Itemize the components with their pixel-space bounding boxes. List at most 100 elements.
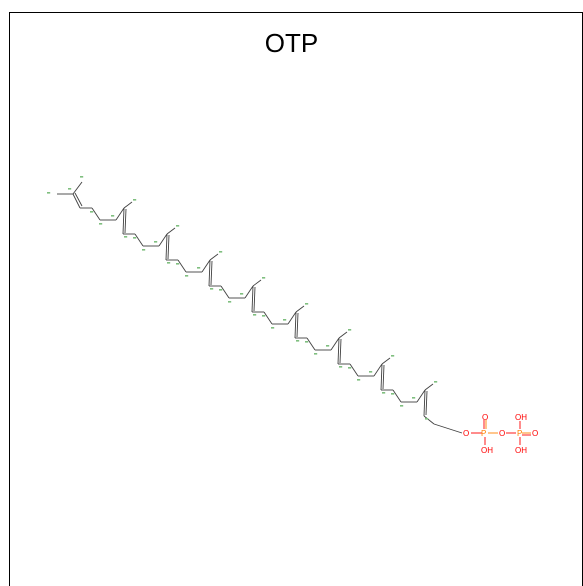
double-bond — [380, 363, 383, 391]
methyl-bond — [166, 227, 176, 235]
chain-bond — [330, 337, 340, 351]
terminal-double-bond-2 — [74, 192, 83, 207]
atom-label-mark — [176, 263, 180, 265]
terminal-methyl-bond-2 — [72, 181, 83, 195]
double-bond-2 — [253, 286, 256, 312]
double-bond — [294, 311, 297, 339]
atom-label-mark — [391, 393, 395, 395]
atom-label-mark — [283, 319, 287, 321]
atom-label-mark — [124, 236, 128, 238]
oxygen-bridge-right: O — [499, 429, 505, 438]
atom-label-mark — [133, 199, 137, 201]
phosphorus-1-oxo: O — [482, 413, 488, 422]
double-bond-2 — [167, 234, 170, 260]
atom-label-mark — [210, 288, 214, 290]
methyl-bond — [252, 279, 262, 287]
atom-label-mark — [240, 293, 244, 295]
phosphorus-1-hydroxyl: OH — [481, 446, 493, 455]
atom-label-mark — [348, 367, 352, 369]
atom-label-mark — [185, 275, 189, 277]
double-bond-2 — [425, 390, 428, 416]
atom-label-mark — [133, 237, 137, 239]
figure-frame — [9, 12, 583, 586]
double-bond-2 — [296, 312, 299, 338]
chain-bond — [244, 285, 254, 299]
atom-label-mark — [369, 371, 373, 373]
phosphate-group: O P O OH O P OH O OH — [463, 413, 538, 455]
bond-layer — [57, 181, 463, 434]
atom-label-mark — [253, 314, 257, 316]
double-bond-2 — [382, 364, 385, 390]
atom-label-mark — [296, 340, 300, 342]
atom-label-mark — [382, 392, 386, 394]
chain-bond — [91, 207, 101, 221]
chain-to-oxygen-bond — [423, 415, 435, 425]
chain-to-oxygen-bond-2 — [433, 423, 463, 434]
methyl-bond — [295, 305, 305, 313]
atom-label-mark — [228, 301, 232, 303]
atom-label-mark — [154, 241, 158, 243]
atom-label-mark — [167, 262, 171, 264]
chain-bond — [220, 285, 230, 299]
atom-label-mark — [400, 405, 404, 407]
oxygen-bridge-left: O — [463, 429, 469, 438]
chain-bond — [392, 389, 402, 403]
double-bond — [165, 233, 168, 261]
double-bond-2 — [339, 338, 342, 364]
atom-label-mark — [314, 353, 318, 355]
atom-label-mark — [80, 176, 84, 178]
double-bond-2 — [210, 260, 213, 286]
chain-bond — [416, 389, 426, 403]
chain-bond — [134, 233, 144, 247]
chain-bond — [263, 311, 273, 325]
phosphorus-2-hydroxyl-bottom: OH — [515, 446, 527, 455]
chain-bond — [177, 259, 187, 273]
methyl-bond — [381, 357, 391, 365]
atom-label-mark — [339, 366, 343, 368]
atom-label-mark — [219, 289, 223, 291]
methyl-bond — [424, 383, 434, 391]
atom-label-layer — [47, 176, 438, 420]
methyl-bond — [209, 253, 219, 261]
atom-label-mark — [305, 303, 309, 305]
chain-bond — [373, 363, 383, 377]
atom-label-mark — [262, 315, 266, 317]
atom-label-mark — [68, 188, 72, 190]
atom-label-mark — [412, 397, 416, 399]
atom-label-mark — [219, 251, 223, 253]
atom-label-mark — [391, 355, 395, 357]
methyl-bond — [123, 201, 133, 209]
phosphorus-2: P — [517, 429, 522, 438]
atom-label-mark — [305, 341, 309, 343]
atom-label-mark — [142, 249, 146, 251]
phosphorus-1: P — [481, 429, 486, 438]
atom-label-mark — [271, 327, 275, 329]
atom-label-mark — [348, 329, 352, 331]
atom-label-mark — [47, 192, 51, 194]
atom-label-mark — [99, 223, 103, 225]
chain-bond — [349, 363, 359, 377]
terminal-double-bond — [72, 193, 81, 209]
chain-bond — [306, 337, 316, 351]
methyl-bond — [338, 331, 348, 339]
atom-label-mark — [262, 277, 266, 279]
double-bond — [208, 259, 211, 287]
atom-label-mark — [90, 211, 94, 213]
double-bond — [122, 207, 125, 235]
atom-label-mark — [425, 418, 429, 420]
chain-bond — [158, 233, 168, 247]
atom-label-mark — [326, 345, 330, 347]
figure-title: OTP — [264, 28, 319, 58]
atom-label-mark — [357, 379, 361, 381]
atom-label-mark — [434, 381, 438, 383]
double-bond — [251, 285, 254, 313]
double-bond-2 — [124, 208, 127, 234]
phosphorus-2-hydroxyl-top: OH — [515, 413, 527, 422]
double-bond — [423, 389, 426, 417]
chain-bond — [287, 311, 297, 325]
double-bond — [337, 337, 340, 365]
atom-label-mark — [111, 215, 115, 217]
atom-label-mark — [176, 225, 180, 227]
chain-bond — [115, 207, 125, 221]
